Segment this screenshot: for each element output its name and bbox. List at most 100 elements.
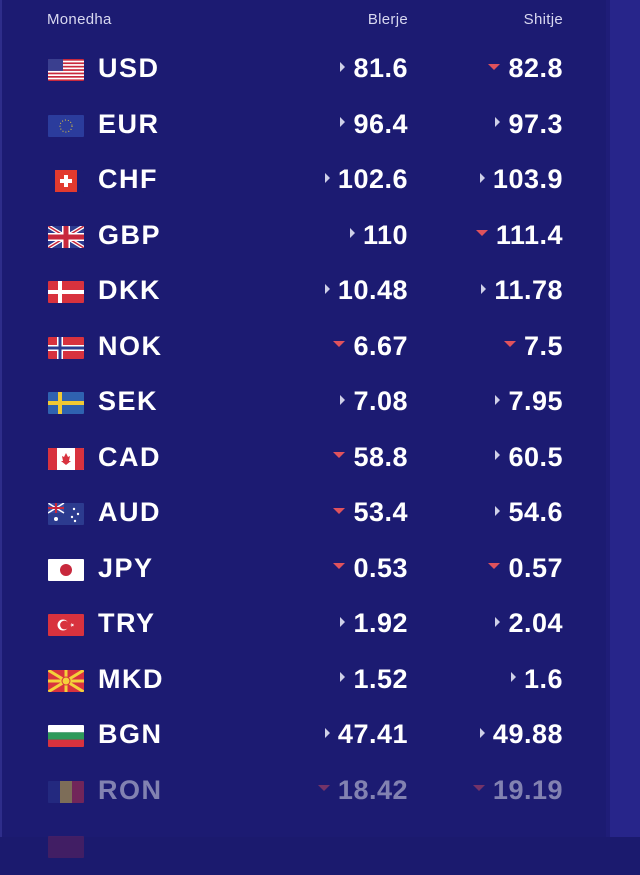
tr-flag-icon (48, 614, 84, 636)
buy-value: 110 (302, 220, 408, 251)
buy-value: 96.4 (302, 109, 408, 140)
rate-row-gbp: GBP 110 111.4 (2, 209, 608, 265)
rate-row-nok: NOK 6.67 7.5 (2, 320, 608, 376)
sell-value: 49.88 (457, 719, 563, 750)
dk-flag-icon (48, 281, 84, 303)
buy-value: 18.42 (302, 775, 408, 806)
rate-row-aud: AUD 53.4 54.6 (2, 486, 608, 542)
currency-code: TRY (98, 608, 156, 638)
header-buy: Blerje (367, 11, 408, 28)
sell-value: 1.6 (457, 664, 563, 695)
sell-value: 103.9 (457, 164, 563, 195)
rate-row-ron: RON 18.42 19.19 (2, 764, 608, 820)
rate-row-eur: EUR 96.4 97.3 (2, 98, 608, 154)
sell-value: 54.6 (457, 497, 563, 528)
trend-right-icon (495, 505, 501, 516)
trend-right-icon (340, 61, 346, 72)
rates-list: USD 81.6 82.8 EUR 96.4 97.3 CHF 102.6 10… (2, 42, 608, 875)
trend-right-icon (340, 672, 346, 683)
sell-value: 11.78 (457, 275, 563, 306)
trend-down-icon (503, 341, 516, 348)
no-flag-icon (48, 336, 84, 359)
rate-row-cutoff (2, 819, 608, 875)
rate-row-sek: SEK 7.08 7.95 (2, 375, 608, 431)
trend-right-icon (495, 616, 501, 627)
currency-code: RON (98, 774, 163, 805)
trend-right-icon (324, 172, 330, 183)
trend-right-icon (349, 228, 355, 239)
buy-value: 58.8 (302, 442, 408, 473)
trend-right-icon (495, 394, 501, 405)
trend-down-icon (488, 563, 501, 570)
buy-value: 81.6 (302, 53, 408, 84)
trend-right-icon (340, 616, 346, 627)
trend-down-icon (488, 63, 501, 70)
sell-value: 97.3 (457, 109, 563, 140)
mk-flag-icon (48, 669, 84, 692)
exchange-rates-panel: Monedha Blerje Shitje USD 81.6 82.8 EUR … (0, 0, 608, 858)
trend-right-icon (340, 117, 346, 128)
ca-flag-icon (48, 447, 84, 470)
au-flag-icon (48, 503, 84, 525)
currency-code: BGN (98, 719, 163, 749)
side-scroll-strip (606, 0, 640, 837)
buy-value: 1.52 (302, 664, 408, 695)
rate-row-usd: USD 81.6 82.8 (2, 42, 608, 98)
trend-down-icon (333, 563, 346, 570)
sell-value: 0.57 (457, 553, 563, 584)
currency-code: NOK (98, 330, 163, 361)
sell-value: 60.5 (457, 442, 563, 473)
sell-value: 82.8 (457, 53, 563, 84)
rate-row-chf: CHF 102.6 103.9 (2, 153, 608, 209)
trend-right-icon (324, 283, 330, 294)
us-flag-icon (48, 59, 84, 81)
sell-value: 19.19 (457, 775, 563, 806)
gb-flag-icon (48, 225, 84, 248)
jp-flag-icon (48, 558, 84, 581)
trend-right-icon (495, 450, 501, 461)
buy-value: 47.41 (302, 719, 408, 750)
currency-code: GBP (98, 219, 162, 250)
trend-right-icon (324, 727, 330, 738)
trend-right-icon (340, 394, 346, 405)
trend-down-icon (333, 452, 346, 459)
trend-right-icon (510, 672, 516, 683)
sell-value: 7.5 (457, 331, 563, 362)
buy-value: 1.92 (302, 608, 408, 639)
sell-value: 2.04 (457, 608, 563, 639)
currency-code: EUR (98, 108, 160, 139)
trend-down-icon (472, 785, 485, 792)
table-header: Monedha Blerje Shitje (2, 0, 608, 40)
rate-row-mkd: MKD 1.52 1.6 (2, 653, 608, 709)
trend-right-icon (479, 172, 485, 183)
buy-value: 102.6 (302, 164, 408, 195)
currency-code: CAD (98, 441, 161, 472)
sell-value: 7.95 (457, 386, 563, 417)
trend-down-icon (475, 230, 488, 237)
rate-row-try: TRY 1.92 2.04 (2, 597, 608, 653)
currency-code: JPY (98, 552, 154, 583)
trend-down-icon (333, 507, 346, 514)
buy-value: 7.08 (302, 386, 408, 417)
ro-flag-icon (48, 780, 84, 803)
currency-code: MKD (98, 663, 164, 694)
currency-code: DKK (98, 275, 161, 305)
trend-down-icon (333, 341, 346, 348)
rate-row-jpy: JPY 0.53 0.57 (2, 542, 608, 598)
header-sell: Shitje (523, 11, 563, 28)
trend-right-icon (495, 117, 501, 128)
currency-code: AUD (98, 497, 161, 527)
rate-row-dkk: DKK 10.48 11.78 (2, 264, 608, 320)
header-currency: Monedha (47, 11, 112, 28)
sell-value: 111.4 (457, 220, 563, 251)
trend-down-icon (317, 785, 330, 792)
rate-row-bgn: BGN 47.41 49.88 (2, 708, 608, 764)
buy-value: 53.4 (302, 497, 408, 528)
currency-code: SEK (98, 386, 159, 416)
currency-code: USD (98, 53, 160, 83)
se-flag-icon (48, 392, 84, 414)
buy-value: 6.67 (302, 331, 408, 362)
bg-flag-icon (48, 725, 84, 747)
trend-right-icon (479, 727, 485, 738)
rate-row-cad: CAD 58.8 60.5 (2, 431, 608, 487)
